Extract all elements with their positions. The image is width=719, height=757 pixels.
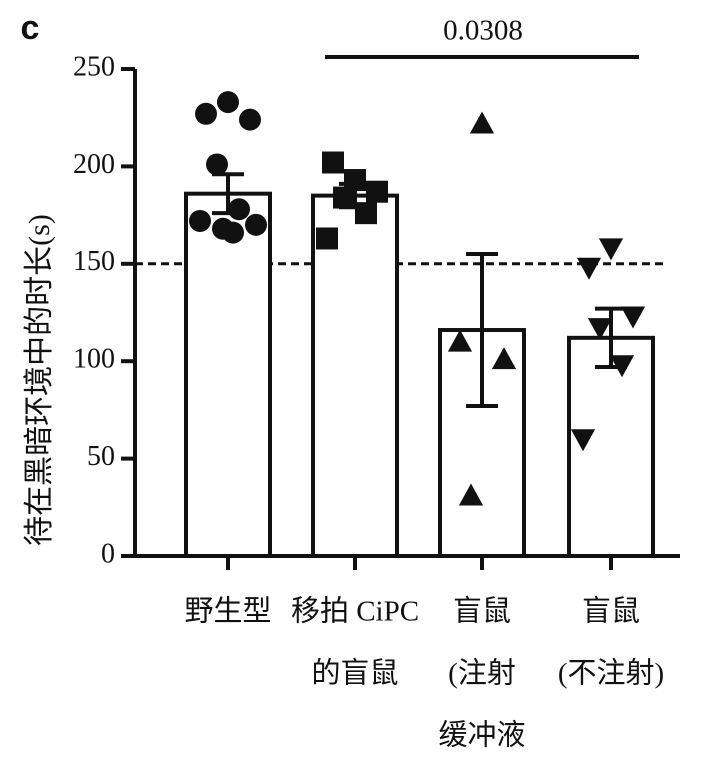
- data-point: [458, 483, 484, 506]
- x-tick-label: (注射: [448, 657, 516, 690]
- y-tick-label: 50: [87, 441, 115, 472]
- significance-label: 0.0308: [443, 15, 523, 47]
- data-point: [447, 329, 473, 352]
- data-point: [587, 318, 613, 341]
- data-point: [322, 151, 344, 174]
- data-point: [620, 306, 646, 329]
- bar: [184, 191, 272, 558]
- y-tick-label: 150: [73, 246, 115, 277]
- y-axis-label: 待在黑暗环境中的时长(s): [23, 214, 56, 546]
- y-tick-label: 250: [73, 51, 115, 82]
- data-point: [316, 227, 338, 250]
- error-bar: [466, 252, 498, 409]
- data-point: [576, 257, 602, 280]
- x-tick-label: 野生型: [184, 595, 271, 628]
- x-tick-label: 移拍 CiPC: [291, 595, 419, 628]
- data-point: [228, 198, 250, 221]
- x-tick-label: (不注射): [558, 657, 664, 690]
- y-tick-label: 100: [73, 344, 115, 375]
- error-bar: [595, 306, 627, 370]
- x-tick-label: 盲鼠: [582, 595, 640, 628]
- data-point: [222, 221, 244, 244]
- y-tick-label: 200: [73, 149, 115, 180]
- data-point: [245, 213, 267, 236]
- error-bar: [212, 172, 244, 216]
- bar: [311, 193, 399, 558]
- data-point: [217, 91, 239, 114]
- x-tick-label: 盲鼠: [453, 595, 511, 628]
- data-point: [469, 111, 495, 134]
- data-point: [598, 238, 624, 261]
- data-point: [333, 186, 355, 209]
- data-point: [189, 209, 211, 232]
- x-tick-label: 的盲鼠: [311, 657, 398, 690]
- error-bar: [339, 181, 371, 210]
- data-point: [366, 180, 388, 203]
- data-point: [206, 153, 228, 176]
- data-point: [491, 347, 517, 370]
- data-point: [570, 429, 596, 452]
- panel-label: c: [21, 9, 40, 47]
- y-tick-label: 0: [101, 538, 115, 569]
- data-point: [195, 102, 217, 125]
- data-point: [239, 108, 261, 131]
- x-tick-label: 缓冲液: [438, 719, 525, 752]
